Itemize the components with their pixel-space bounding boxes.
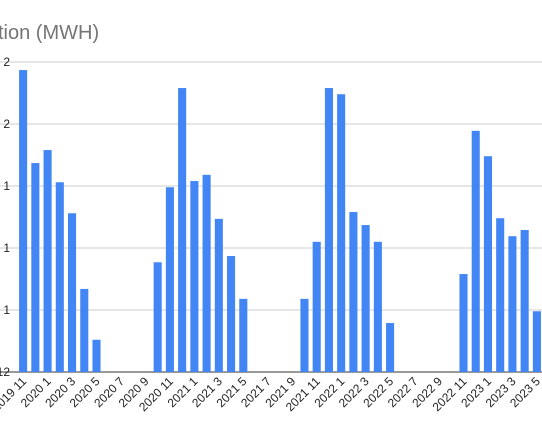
bar xyxy=(459,274,468,372)
bar xyxy=(508,236,517,372)
bar xyxy=(190,181,199,372)
bar xyxy=(19,70,28,372)
bar xyxy=(68,213,77,372)
bar xyxy=(239,298,248,372)
bar xyxy=(202,174,211,372)
y-tick-label: 2 xyxy=(3,117,10,131)
chart-title: tion (MWH) xyxy=(0,22,99,44)
bar xyxy=(337,94,346,373)
bar xyxy=(312,241,321,372)
y-tick-label: 2 xyxy=(3,55,10,69)
bar xyxy=(300,298,309,372)
bar xyxy=(361,225,370,372)
bar xyxy=(324,88,333,372)
bar xyxy=(227,256,236,372)
bar xyxy=(520,230,529,372)
bar xyxy=(214,218,223,372)
bar xyxy=(80,288,89,372)
bar xyxy=(349,212,358,372)
y-tick-label: 1 xyxy=(3,179,10,193)
bar xyxy=(153,262,162,372)
bar xyxy=(496,218,505,372)
bar xyxy=(165,187,174,372)
bar xyxy=(92,339,101,372)
y-tick-label: 1 xyxy=(3,303,10,317)
bar xyxy=(55,182,64,372)
y-tick-label: 12 xyxy=(0,365,10,379)
bar xyxy=(178,88,187,372)
bar xyxy=(471,130,480,372)
bar xyxy=(483,156,492,372)
bar xyxy=(532,311,541,372)
bar xyxy=(386,323,395,372)
bar xyxy=(31,163,40,372)
bar xyxy=(43,150,52,372)
bar xyxy=(373,241,382,372)
y-tick-label: 1 xyxy=(3,241,10,255)
